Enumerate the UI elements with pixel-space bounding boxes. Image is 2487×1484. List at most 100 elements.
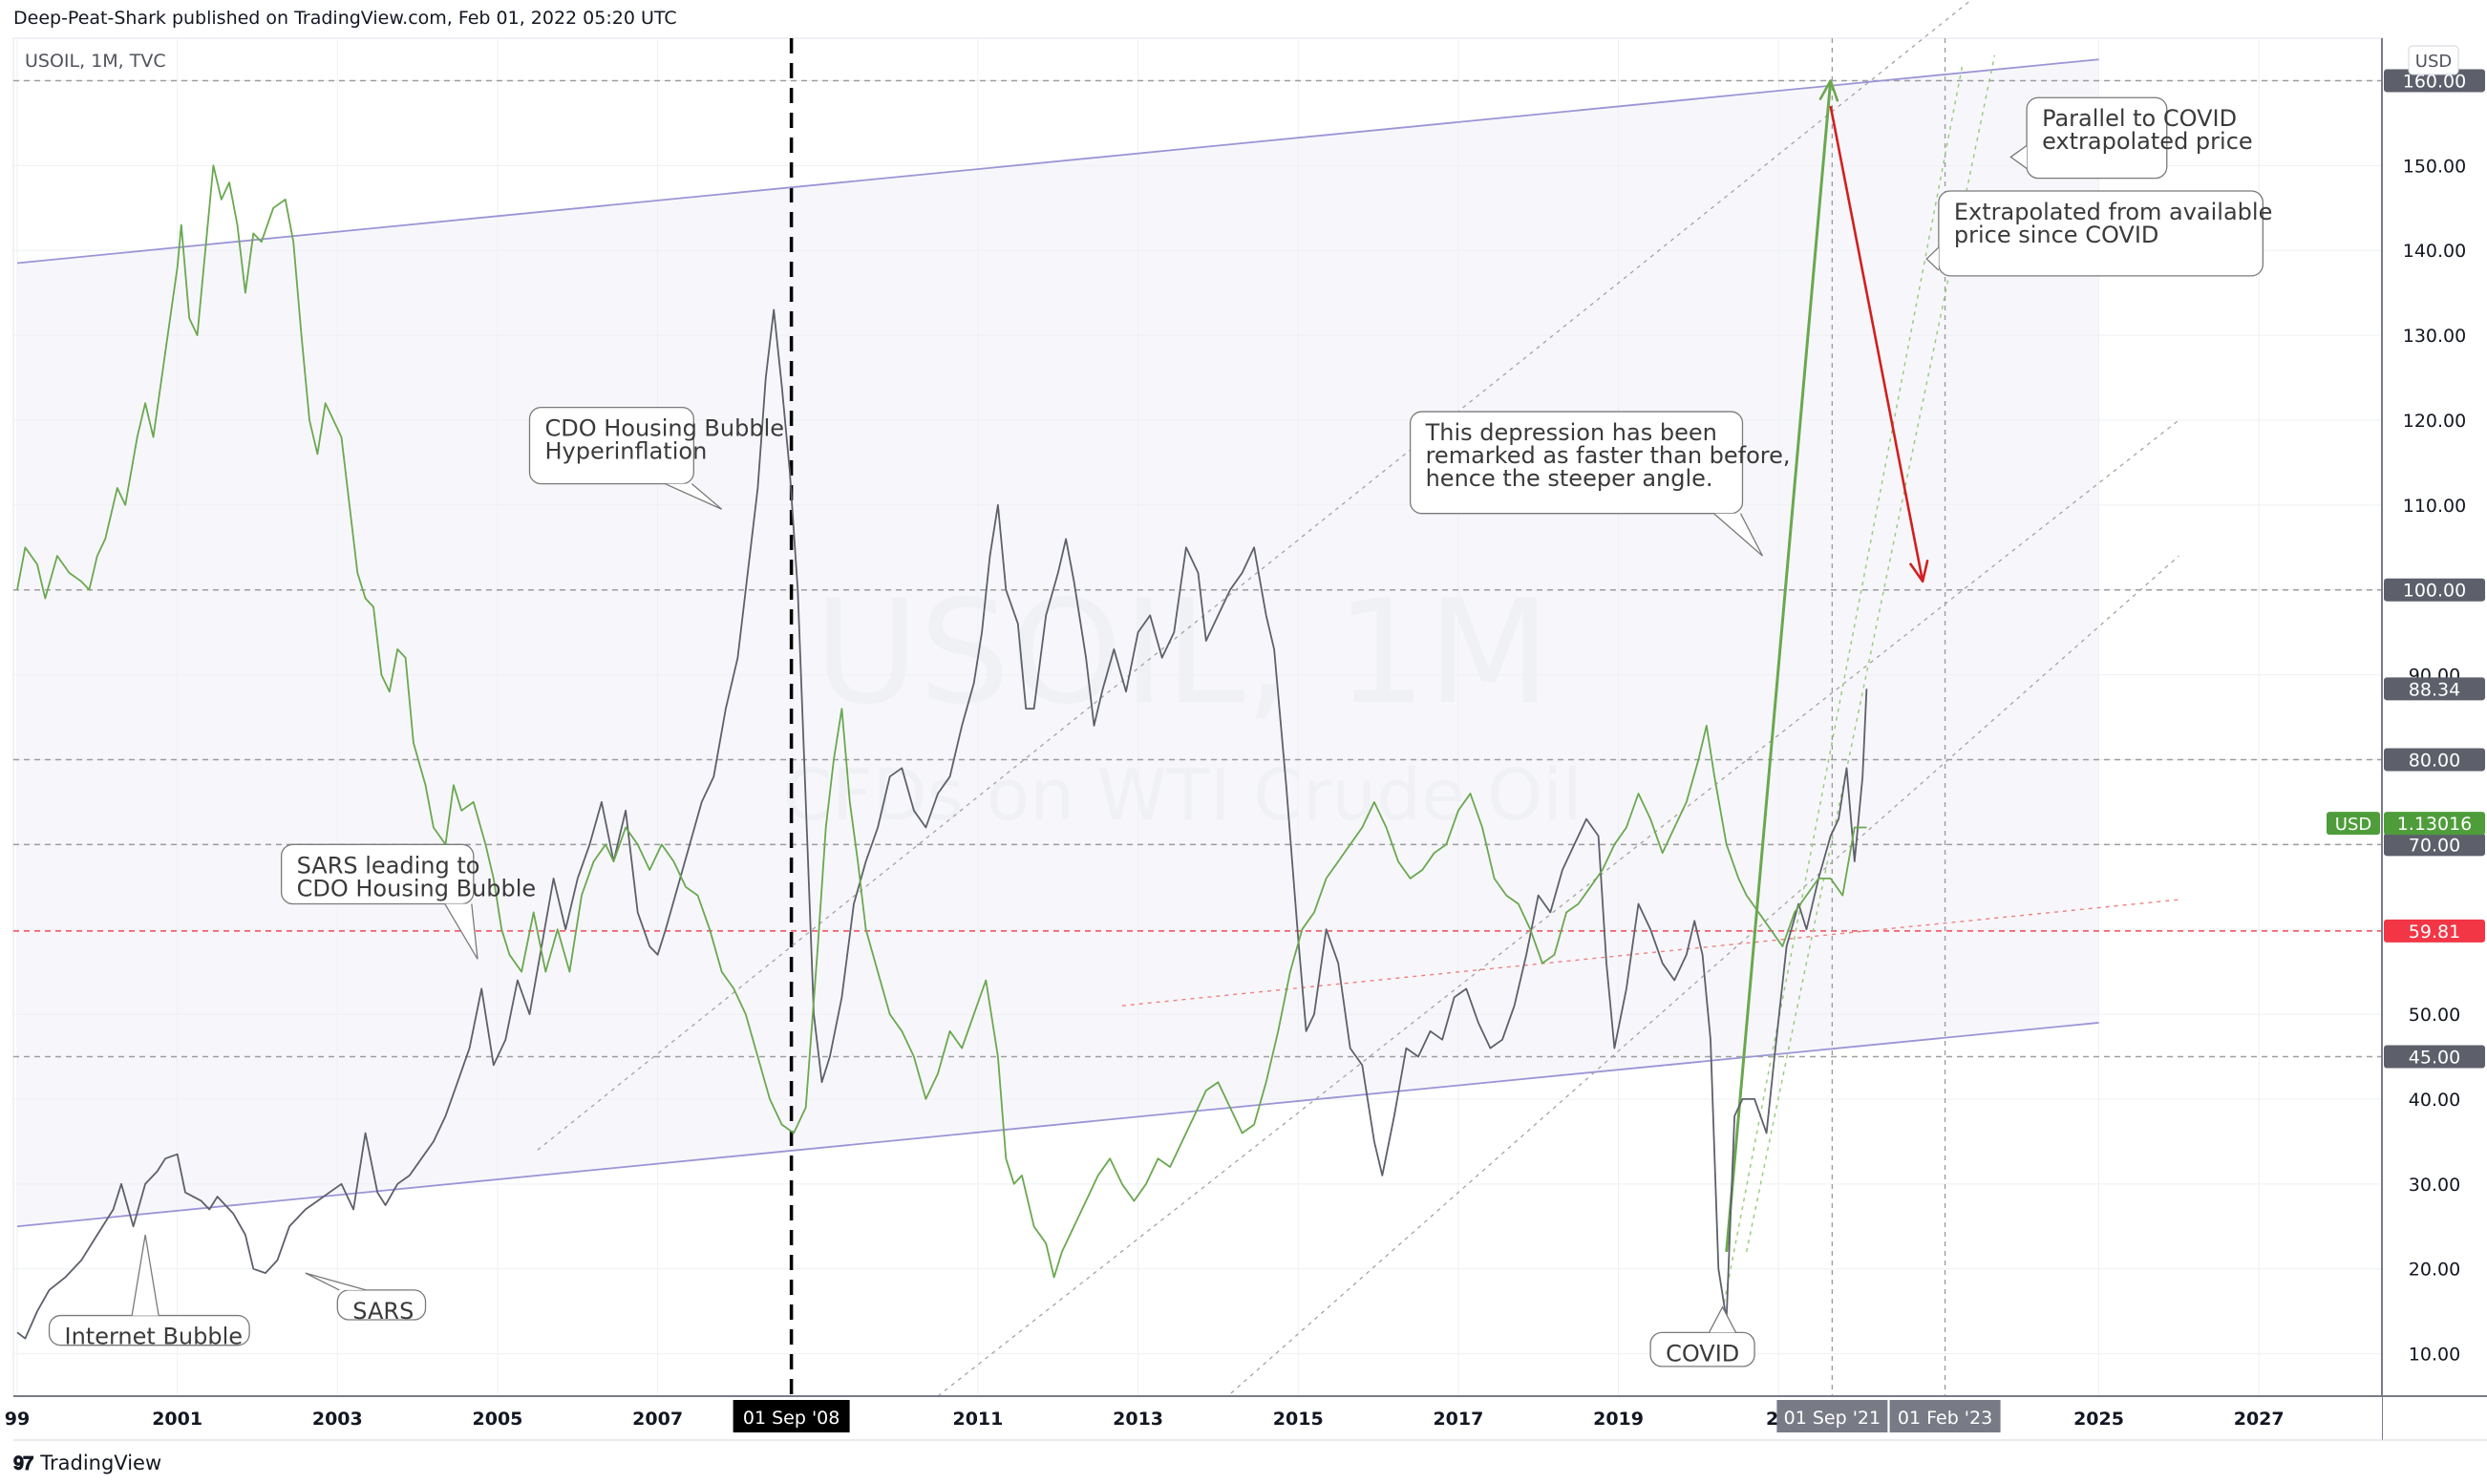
date-marker-label-bg xyxy=(733,1400,850,1432)
red-arrow-head xyxy=(1909,560,1929,583)
price-tick-label: 120.00 xyxy=(2403,411,2466,432)
usd-badge-bg xyxy=(2327,812,2380,836)
annotation-text: Hyperinflation xyxy=(544,438,707,465)
gray-dotted-trendline xyxy=(537,0,1972,1151)
annotation-text: This depression has been xyxy=(1425,419,1717,446)
annotation-box xyxy=(1649,1331,1755,1367)
annotation-text: COVID xyxy=(1666,1340,1739,1367)
green-dotted-trendline xyxy=(1721,63,1964,1312)
price-tick-label: 50.00 xyxy=(2409,1005,2460,1026)
annotation-pointer xyxy=(1925,246,1940,271)
annotation-text: CDO Housing Bubble xyxy=(544,415,784,442)
date-marker-label-bg xyxy=(1889,1400,2001,1432)
price-tick-label: 20.00 xyxy=(2409,1260,2460,1281)
annotation-text: SARS leading to xyxy=(297,852,480,879)
annotation-pointer-fill xyxy=(2010,145,2028,169)
level-price-label-bg xyxy=(2384,919,2485,943)
green-dotted-trendline xyxy=(1745,54,1996,1253)
tradingview-logo-icon[interactable]: 𝟗𝟕 xyxy=(13,1452,33,1474)
footer-brand[interactable]: TradingView xyxy=(40,1452,162,1474)
price-tick-label: 130.00 xyxy=(2403,326,2466,347)
usd-badge-value-bg xyxy=(2384,812,2485,836)
time-tick-label: 2027 xyxy=(2234,1409,2285,1430)
date-marker-lines xyxy=(789,38,1946,1396)
annotation-text: price since COVID xyxy=(1954,222,2159,248)
level-price-label: 45.00 xyxy=(2409,1048,2460,1069)
gray-dotted-trendline xyxy=(1217,555,2179,1406)
time-tick-label: 2011 xyxy=(952,1409,1003,1430)
red-arrow xyxy=(1829,105,1924,583)
annotation-pointer-fill xyxy=(1709,1306,1736,1333)
annotation-pointer xyxy=(444,903,478,960)
watermark-subtitle: CFDs on WTI Crude Oil xyxy=(782,754,1582,837)
level-price-label-bg xyxy=(2384,748,2485,772)
annotation-box xyxy=(336,1289,427,1321)
symbol-label: USOIL, 1M, TVC xyxy=(25,51,166,72)
price-tick-label: 40.00 xyxy=(2409,1090,2460,1111)
time-tick-label: 2015 xyxy=(1273,1409,1324,1430)
currency-box[interactable] xyxy=(2408,45,2459,75)
channel-lower-line xyxy=(16,1022,2099,1228)
time-tick-label: 2005 xyxy=(473,1409,523,1430)
annotation-pointer xyxy=(1708,1305,1737,1333)
time-axis[interactable] xyxy=(13,1396,2382,1440)
annotation-pointer xyxy=(2009,144,2028,169)
price-axis[interactable] xyxy=(2382,38,2487,1396)
level-price-label-bg xyxy=(2384,1045,2485,1069)
time-tick-label: 99 xyxy=(5,1409,30,1430)
price-tick-label: 150.00 xyxy=(2403,156,2466,177)
annotation-text: Internet Bubble xyxy=(65,1324,244,1350)
annotation-box xyxy=(280,843,475,905)
time-tick-label: 2013 xyxy=(1113,1409,1163,1430)
annotation-pointer xyxy=(131,1235,159,1316)
annotation-text: Parallel to COVID xyxy=(2042,105,2237,132)
annotation-callout[interactable]: Internet Bubble xyxy=(48,1235,250,1350)
time-tick-label: 2001 xyxy=(152,1409,202,1430)
publisher-header: Deep-Peat-Shark published on TradingView… xyxy=(13,8,677,29)
annotation-text: hence the steeper angle. xyxy=(1426,465,1713,492)
level-price-label-bg xyxy=(2384,69,2485,93)
annotation-box xyxy=(1409,411,1744,515)
date-marker-label: 01 Sep '08 xyxy=(743,1408,840,1429)
price-tick-label: 140.00 xyxy=(2403,241,2466,262)
annotation-box xyxy=(2026,96,2168,180)
level-price-label: 70.00 xyxy=(2409,835,2460,856)
last-price-label: 88.34 xyxy=(2409,679,2460,700)
annotation-callout[interactable]: COVID xyxy=(1649,1305,1755,1367)
time-tick-label: 2007 xyxy=(632,1409,683,1430)
grid xyxy=(13,38,2382,1396)
level-price-label: 59.81 xyxy=(2409,922,2460,943)
annotation-pointer-fill xyxy=(1926,247,1939,271)
annotation-text: remarked as faster than before, xyxy=(1426,442,1791,469)
annotation-text: extrapolated price xyxy=(2042,128,2253,155)
annotation-text: Extrapolated from available xyxy=(1954,199,2273,225)
last-price-label-bg xyxy=(2384,677,2485,701)
annotation-callout[interactable]: SARS xyxy=(305,1272,427,1325)
channel-upper-line xyxy=(16,58,2099,265)
trend-lines[interactable] xyxy=(16,0,2179,1406)
usd-badge-value: 1.13016 xyxy=(2397,814,2473,835)
annotation-box xyxy=(1938,190,2264,277)
level-price-label-bg xyxy=(2384,833,2485,857)
annotation-pointer xyxy=(1713,513,1764,557)
series-lines xyxy=(16,164,1868,1340)
time-tick-label: 2019 xyxy=(1593,1409,1644,1430)
time-tick-label: 2003 xyxy=(312,1409,363,1430)
footer: 𝟗𝟕 TradingView xyxy=(13,1452,161,1474)
time-tick-label: 2025 xyxy=(2073,1409,2124,1430)
level-price-label: 160.00 xyxy=(2403,71,2466,92)
annotation-pointer xyxy=(665,483,723,510)
currency-label: USD xyxy=(2415,52,2452,72)
price-tick-label: 30.00 xyxy=(2409,1175,2460,1196)
green-extrapolation-arrow xyxy=(1725,80,1833,1253)
annotation-pointer xyxy=(305,1272,367,1291)
time-tick-label: 2017 xyxy=(1433,1409,1483,1430)
date-marker-label: 01 Sep '21 xyxy=(1784,1408,1881,1429)
